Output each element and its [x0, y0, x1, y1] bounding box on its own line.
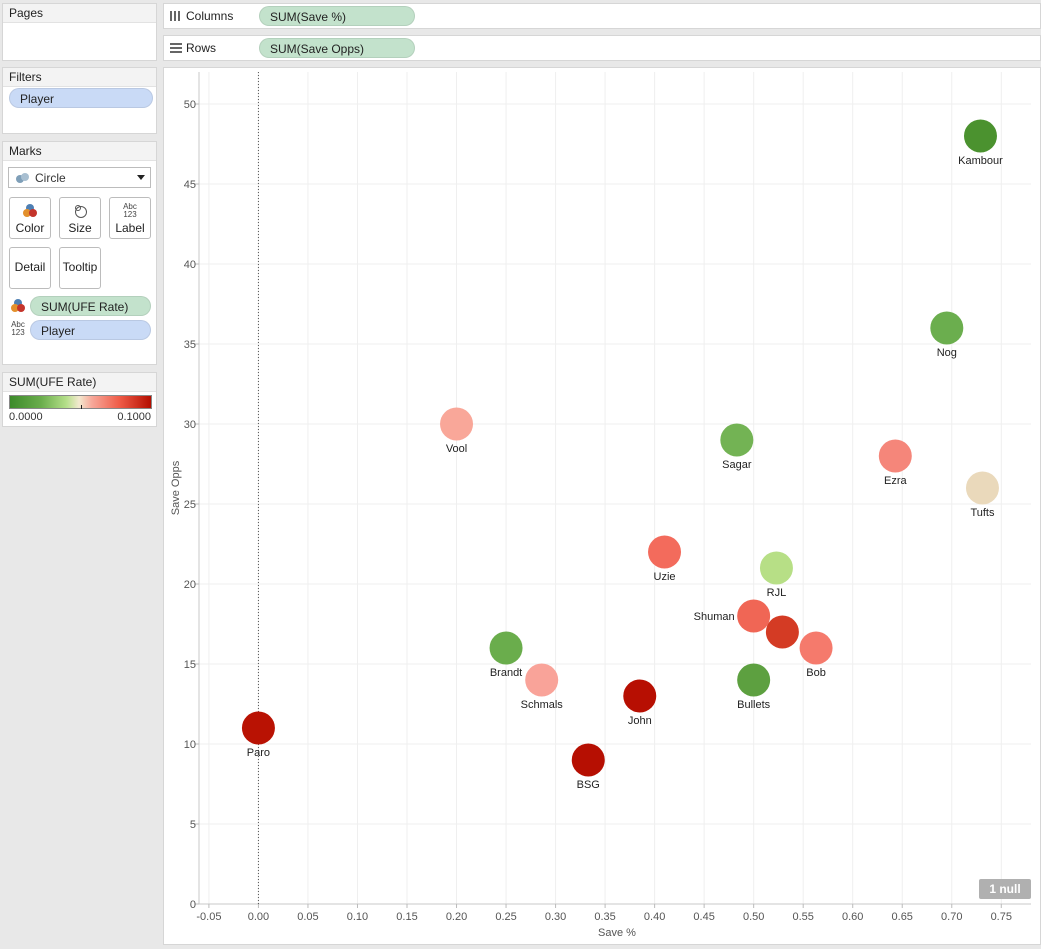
- text-label-icon: Abc 123: [11, 320, 25, 337]
- columns-shelf-label: Columns: [186, 9, 234, 23]
- mark-type-label: Circle: [35, 171, 66, 185]
- size-button[interactable]: Size: [59, 197, 101, 239]
- filter-pill-player[interactable]: Player: [9, 88, 153, 108]
- tooltip-button-label: Tooltip: [62, 260, 98, 274]
- columns-shelf[interactable]: Columns SUM(Save %): [163, 3, 1041, 29]
- tooltip-button[interactable]: Tooltip: [59, 247, 101, 289]
- pages-panel-title: Pages: [3, 4, 156, 23]
- label-button-label: Label: [115, 221, 145, 235]
- rows-pill[interactable]: SUM(Save Opps): [259, 38, 415, 58]
- color-gradient-bar: [9, 395, 152, 409]
- rows-icon: [170, 43, 182, 53]
- label-button[interactable]: Abc 123 Label: [109, 197, 151, 239]
- rows-shelf[interactable]: Rows SUM(Save Opps): [163, 35, 1041, 61]
- mark-type-select[interactable]: Circle: [8, 167, 151, 188]
- detail-button[interactable]: Detail: [9, 247, 51, 289]
- gradient-marker: [81, 405, 82, 409]
- marks-field-ufe-rate[interactable]: SUM(UFE Rate): [30, 296, 151, 316]
- legend-max-label: 0.1000: [117, 411, 151, 423]
- color-button-label: Color: [15, 221, 45, 235]
- color-icon: [23, 204, 37, 217]
- text-label-icon: Abc 123: [123, 202, 137, 219]
- null-indicator-text: 1 null: [989, 882, 1021, 896]
- filters-panel-title: Filters: [3, 68, 156, 87]
- legend-panel[interactable]: SUM(UFE Rate) 0.0000 0.1000: [2, 372, 157, 427]
- circle-mark-icon: [16, 173, 29, 183]
- marks-field-player[interactable]: Player: [30, 320, 151, 340]
- detail-button-label: Detail: [14, 260, 46, 274]
- color-button[interactable]: Color: [9, 197, 51, 239]
- legend-title: SUM(UFE Rate): [3, 373, 156, 392]
- marks-panel-title: Marks: [3, 142, 156, 161]
- pages-panel[interactable]: Pages: [2, 3, 157, 61]
- columns-icon: [170, 11, 180, 21]
- rows-shelf-label: Rows: [186, 41, 217, 55]
- columns-pill[interactable]: SUM(Save %): [259, 6, 415, 26]
- view-canvas[interactable]: [163, 67, 1041, 945]
- filters-panel[interactable]: Filters Player: [2, 67, 157, 134]
- size-icon: [75, 205, 87, 218]
- legend-min-label: 0.0000: [9, 411, 43, 423]
- chevron-down-icon: [137, 175, 145, 180]
- null-indicator[interactable]: 1 null: [979, 879, 1031, 899]
- color-icon: [11, 299, 25, 312]
- size-button-label: Size: [68, 221, 92, 235]
